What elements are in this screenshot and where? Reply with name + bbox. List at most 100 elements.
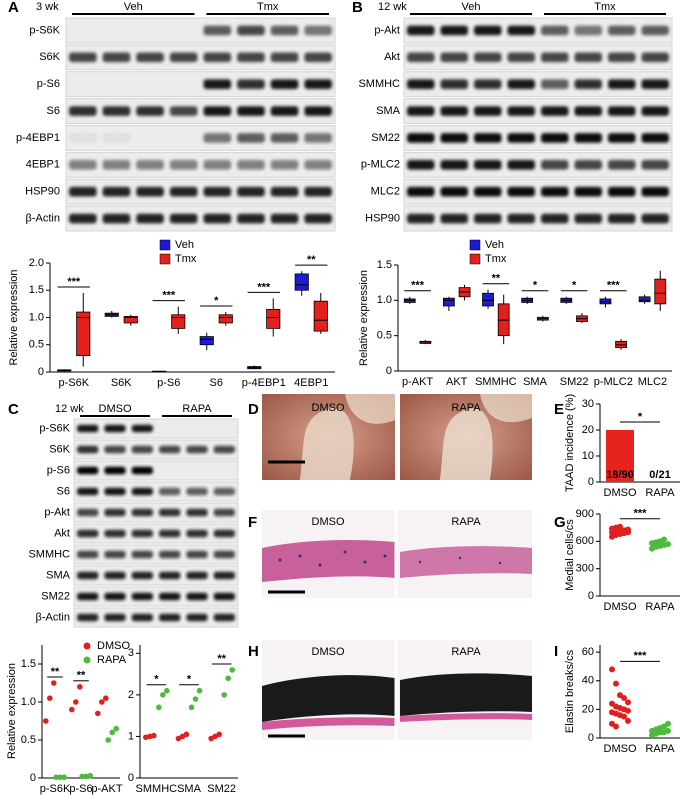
band bbox=[136, 106, 164, 116]
significance: ** bbox=[77, 670, 86, 682]
band bbox=[237, 106, 265, 116]
band bbox=[304, 213, 332, 224]
blot-label: 4EBP1 bbox=[26, 159, 60, 171]
blot-label: SMMHC bbox=[28, 548, 70, 560]
band bbox=[102, 159, 131, 170]
x-tick-label: DMSO bbox=[604, 601, 637, 613]
band bbox=[169, 106, 198, 116]
band bbox=[440, 159, 468, 170]
band bbox=[270, 52, 299, 63]
blot-label: p-S6K bbox=[29, 24, 60, 36]
blot-label: β-Actin bbox=[36, 611, 70, 623]
panel-label: H bbox=[248, 643, 259, 660]
dot bbox=[151, 732, 157, 739]
legend-label: DMSO bbox=[97, 640, 130, 652]
y-tick-label: 300 bbox=[576, 563, 594, 575]
blot-group: Tmx bbox=[594, 1, 616, 13]
y-tick-label: 40 bbox=[582, 675, 594, 687]
box bbox=[199, 336, 214, 346]
band bbox=[270, 213, 299, 224]
band bbox=[213, 571, 235, 580]
band bbox=[474, 25, 502, 36]
dot bbox=[105, 737, 111, 743]
band bbox=[507, 186, 535, 197]
band bbox=[270, 133, 299, 143]
legend-swatch bbox=[469, 239, 481, 251]
blot-label: p-MLC2 bbox=[361, 159, 400, 171]
band bbox=[304, 79, 332, 90]
dot bbox=[47, 695, 53, 701]
box bbox=[76, 311, 91, 357]
band bbox=[237, 159, 265, 170]
band bbox=[641, 186, 669, 197]
band bbox=[169, 186, 198, 197]
photo-d bbox=[262, 394, 532, 480]
box bbox=[654, 278, 667, 305]
histology-f bbox=[262, 510, 532, 598]
y-axis-label: Elastin breaks/cs bbox=[564, 649, 576, 733]
significance: *** bbox=[634, 508, 648, 520]
histology-h bbox=[262, 640, 532, 740]
band bbox=[186, 487, 208, 496]
band bbox=[608, 106, 636, 116]
dot bbox=[192, 696, 199, 702]
y-tick-label: 0 bbox=[38, 366, 44, 378]
x-tick-label: S6 bbox=[210, 377, 223, 389]
band bbox=[77, 550, 99, 559]
band bbox=[541, 159, 569, 170]
panel-label: I bbox=[554, 643, 558, 660]
band bbox=[574, 133, 602, 143]
band bbox=[641, 213, 669, 224]
band bbox=[186, 613, 208, 622]
band bbox=[304, 25, 332, 36]
band bbox=[102, 106, 131, 116]
band bbox=[574, 106, 602, 116]
band bbox=[237, 79, 265, 90]
band bbox=[159, 508, 181, 517]
blot-group: Tmx bbox=[257, 1, 279, 13]
band bbox=[102, 186, 131, 197]
band bbox=[104, 424, 126, 433]
y-tick-label: 30 bbox=[582, 398, 594, 410]
band bbox=[507, 25, 535, 36]
band bbox=[474, 52, 502, 63]
band bbox=[304, 52, 332, 63]
blot-row bbox=[73, 523, 239, 544]
band bbox=[186, 592, 208, 601]
blot-label: p-S6K bbox=[39, 422, 70, 434]
significance: ** bbox=[217, 653, 226, 665]
y-tick-label: 0 bbox=[30, 772, 36, 784]
blot-group: DMSO bbox=[99, 403, 132, 415]
panel-label: C bbox=[8, 401, 19, 418]
dot bbox=[665, 541, 671, 548]
blot-row bbox=[73, 460, 239, 481]
band bbox=[77, 466, 99, 475]
band bbox=[131, 529, 153, 538]
legend-label: Tmx bbox=[485, 253, 507, 265]
blot-label: HSP90 bbox=[25, 186, 60, 198]
band bbox=[608, 159, 636, 170]
band bbox=[131, 508, 153, 517]
x-tick-label: DMSO bbox=[604, 487, 637, 499]
band bbox=[641, 159, 669, 170]
band bbox=[104, 508, 126, 517]
legend-label: RAPA bbox=[97, 654, 127, 666]
blot-group: RAPA bbox=[182, 403, 212, 415]
band bbox=[136, 159, 164, 170]
blot-row bbox=[73, 607, 239, 628]
dot bbox=[625, 707, 631, 714]
image-label: RAPA bbox=[451, 402, 481, 414]
band bbox=[213, 529, 235, 538]
panel-label: E bbox=[554, 401, 564, 418]
blot-row bbox=[73, 544, 239, 565]
x-tick-label: p-S6K bbox=[40, 783, 71, 795]
band bbox=[203, 133, 232, 143]
x-tick-label: RAPA bbox=[645, 743, 675, 755]
significance: *** bbox=[411, 280, 425, 292]
dot bbox=[613, 680, 619, 687]
dot bbox=[188, 704, 195, 711]
band bbox=[131, 424, 153, 433]
band bbox=[131, 571, 153, 580]
dot bbox=[160, 692, 166, 698]
band bbox=[102, 213, 131, 224]
